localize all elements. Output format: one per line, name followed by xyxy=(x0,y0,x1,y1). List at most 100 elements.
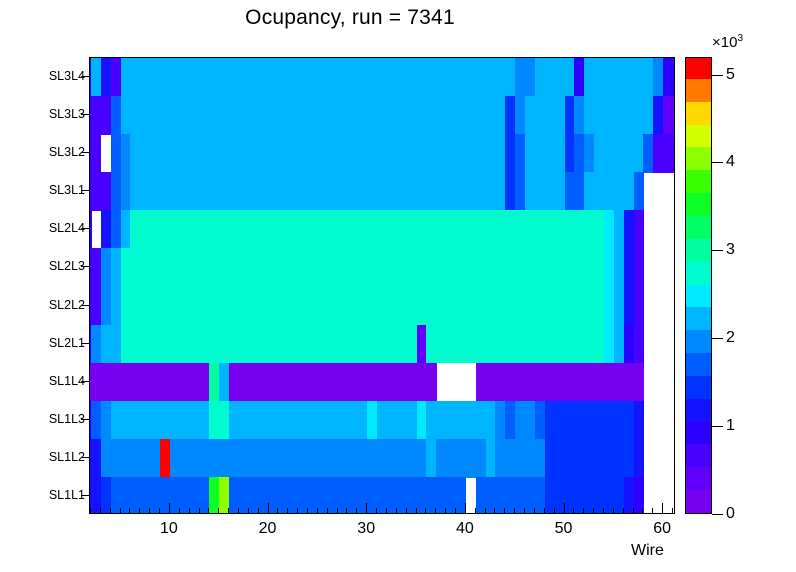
heatmap-cell xyxy=(308,324,319,364)
heatmap-cell xyxy=(90,286,92,326)
heatmap-cell xyxy=(436,58,447,97)
y-axis-tick xyxy=(81,494,89,496)
heatmap-cell xyxy=(544,248,556,288)
heatmap-cell xyxy=(90,134,92,173)
heatmap-cell xyxy=(515,248,526,288)
heatmap-cell xyxy=(475,134,487,173)
heatmap-cell xyxy=(219,134,230,173)
heatmap-cell xyxy=(495,96,506,135)
heatmap-cell xyxy=(406,58,418,97)
heatmap-cell xyxy=(120,362,132,402)
x-axis-minor-tick xyxy=(583,508,585,514)
heatmap-cell xyxy=(278,476,289,513)
heatmap-cell xyxy=(268,58,279,97)
heatmap-cell xyxy=(574,438,585,478)
heatmap-cell xyxy=(199,362,210,402)
heatmap-cell xyxy=(534,324,546,364)
x-axis-minor-tick xyxy=(247,508,249,514)
heatmap-cell xyxy=(534,476,546,513)
heatmap-cell xyxy=(199,476,210,513)
heatmap-cell xyxy=(386,248,398,288)
heatmap-cell xyxy=(100,362,112,402)
heatmap-cell xyxy=(90,362,92,402)
heatmap-cell xyxy=(406,324,418,364)
heatmap-cell xyxy=(574,286,585,326)
heatmap-cell xyxy=(485,248,497,288)
x-axis-minor-tick xyxy=(573,508,575,514)
heatmap-cell xyxy=(406,172,418,211)
heatmap-cell xyxy=(623,134,635,173)
heatmap-cell xyxy=(199,172,210,211)
exponent-power: 3 xyxy=(737,33,744,44)
heatmap-cell xyxy=(515,324,526,364)
heatmap-cell xyxy=(179,210,191,249)
heatmap-cell xyxy=(199,96,210,135)
heatmap-cell xyxy=(199,286,210,326)
color-scale-band xyxy=(686,489,711,513)
heatmap-cell xyxy=(110,172,122,211)
heatmap-cell xyxy=(140,96,151,135)
heatmap-cell xyxy=(475,96,487,135)
heatmap-cell xyxy=(298,324,309,364)
heatmap-cell xyxy=(248,210,260,249)
heatmap-cell xyxy=(475,286,487,326)
heatmap-cell xyxy=(574,134,585,173)
heatmap-plot-area[interactable] xyxy=(89,57,675,514)
heatmap-cell xyxy=(288,248,299,288)
heatmap-cell xyxy=(515,286,526,326)
color-scale-band xyxy=(686,101,711,125)
heatmap-cell xyxy=(179,324,191,364)
heatmap-cell xyxy=(169,248,181,288)
heatmap-cell xyxy=(337,400,349,440)
color-scale-tick xyxy=(712,338,723,340)
heatmap-cell xyxy=(446,210,457,249)
heatmap-cell xyxy=(396,324,408,364)
heatmap-cell xyxy=(160,96,171,135)
heatmap-cell xyxy=(268,438,279,478)
heatmap-cell xyxy=(505,58,516,97)
x-axis-minor-tick xyxy=(612,508,614,514)
color-scale-band xyxy=(686,58,711,79)
heatmap-cell xyxy=(633,438,645,478)
heatmap-cell xyxy=(130,134,141,173)
heatmap-cell xyxy=(574,324,585,364)
heatmap-cell xyxy=(386,58,398,97)
heatmap-cell xyxy=(574,210,585,249)
heatmap-cell xyxy=(150,248,161,288)
heatmap-cell xyxy=(327,210,339,249)
y-axis-label-sl3l1: SL3L1 xyxy=(48,183,85,198)
heatmap-cell xyxy=(564,248,575,288)
heatmap-cell xyxy=(347,324,358,364)
heatmap-cell xyxy=(110,134,122,173)
heatmap-cell xyxy=(317,172,329,211)
heatmap-cell xyxy=(150,400,161,440)
heatmap-cell xyxy=(416,476,427,513)
heatmap-cell xyxy=(515,476,526,513)
heatmap-cell xyxy=(229,210,240,249)
heatmap-cell xyxy=(140,134,151,173)
heatmap-cell xyxy=(426,248,437,288)
heatmap-cell xyxy=(505,96,516,135)
color-scale-bar[interactable] xyxy=(685,57,712,514)
heatmap-cell xyxy=(288,438,299,478)
heatmap-cell xyxy=(357,58,368,97)
heatmap-cell xyxy=(278,134,289,173)
heatmap-cell xyxy=(406,210,418,249)
heatmap-cell xyxy=(238,438,250,478)
heatmap-cell xyxy=(308,286,319,326)
heatmap-cell xyxy=(633,362,645,402)
heatmap-cell xyxy=(278,362,289,402)
heatmap-cell xyxy=(90,324,102,364)
heatmap-cell xyxy=(327,286,339,326)
heatmap-cell xyxy=(633,248,645,288)
heatmap-cell xyxy=(90,248,102,288)
heatmap-cell xyxy=(603,134,615,173)
color-scale-band xyxy=(686,466,711,491)
heatmap-cell xyxy=(268,362,279,402)
heatmap-cell xyxy=(238,362,250,402)
heatmap-cell xyxy=(140,58,151,97)
heatmap-cell xyxy=(515,58,526,97)
heatmap-cell xyxy=(386,134,398,173)
heatmap-cell xyxy=(525,248,536,288)
